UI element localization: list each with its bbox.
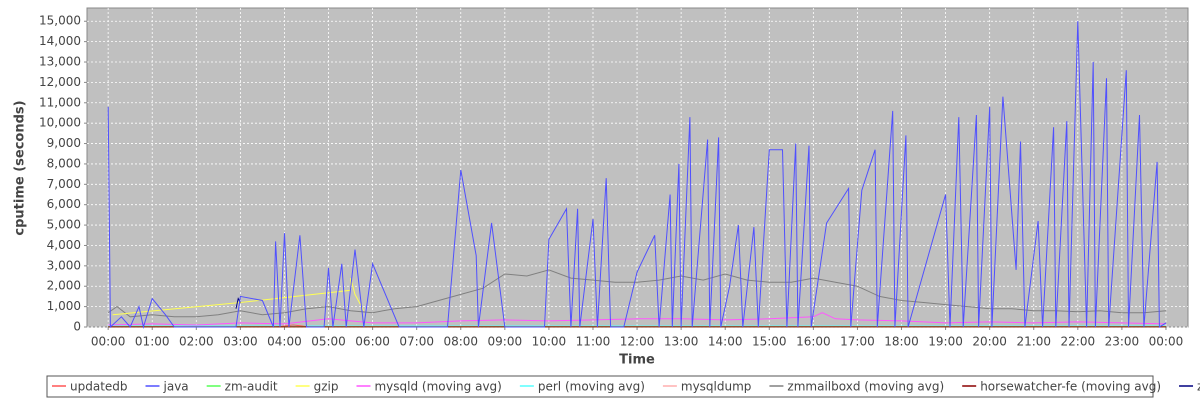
x-tick-label: 23:00: [1105, 335, 1140, 349]
x-tick-label: 17:00: [840, 335, 875, 349]
x-tick-label: 03:00: [223, 335, 258, 349]
y-tick-label: 6,000: [47, 197, 81, 211]
x-tick-label: 05:00: [311, 335, 346, 349]
y-tick-label: 5,000: [47, 218, 81, 232]
x-tick-label: 19:00: [928, 335, 963, 349]
y-tick-label: 2,000: [47, 279, 81, 293]
y-tick-label: 7,000: [47, 177, 81, 191]
y-tick-label: 14,000: [39, 34, 81, 48]
x-tick-label: 15:00: [752, 335, 787, 349]
y-tick-label: 9,000: [47, 136, 81, 150]
x-tick-label: 02:00: [179, 335, 214, 349]
x-tick-label: 21:00: [1016, 335, 1051, 349]
x-tick-label: 00:00: [1149, 335, 1184, 349]
y-tick-label: 12,000: [39, 75, 81, 89]
series-line: [107, 21, 1167, 329]
plot-area: [86, 7, 1189, 328]
series-line: [107, 269, 1167, 318]
x-tick-label: 10:00: [532, 335, 567, 349]
x-tick-label: 06:00: [355, 335, 390, 349]
y-tick-label: 3,000: [47, 258, 81, 272]
y-tick-label: 15,000: [39, 14, 81, 28]
x-tick-label: 12:00: [620, 335, 655, 349]
y-tick-label: 8,000: [47, 156, 81, 170]
y-axis-label: cputime (seconds): [13, 100, 28, 235]
legend-label: zm-audit: [225, 380, 278, 394]
y-tick-label: 10,000: [39, 116, 81, 130]
legend-label: updatedb: [70, 380, 128, 394]
x-tick-label: 09:00: [488, 335, 523, 349]
legend-label: zmcompresslogs: [1197, 380, 1200, 394]
legend-label: horsewatcher-fe (moving avg): [980, 380, 1161, 394]
x-tick-label: 13:00: [664, 335, 699, 349]
y-tick-label: 0: [73, 320, 81, 334]
x-tick-label: 01:00: [135, 335, 170, 349]
legend-label: java: [163, 380, 189, 394]
legend-label: mysqld (moving avg): [374, 380, 501, 394]
x-tick-label: 22:00: [1061, 335, 1096, 349]
x-tick-label: 11:00: [576, 335, 611, 349]
legend-label: gzip: [314, 380, 339, 394]
legend-label: mysqldump: [681, 380, 752, 394]
legend-box: [46, 375, 1154, 398]
x-tick-label: 18:00: [884, 335, 919, 349]
x-tick-label: 07:00: [399, 335, 434, 349]
x-tick-label: 08:00: [443, 335, 478, 349]
x-axis-label: Time: [619, 353, 655, 368]
x-tick-label: 20:00: [972, 335, 1007, 349]
x-tick-label: 04:00: [267, 335, 302, 349]
x-tick-label: 14:00: [708, 335, 743, 349]
y-tick-label: 4,000: [47, 238, 81, 252]
legend-label: zmmailboxd (moving avg): [787, 380, 944, 394]
y-tick-label: 1,000: [47, 299, 81, 313]
x-tick-label: 16:00: [796, 335, 831, 349]
legend-label: perl (moving avg): [538, 380, 645, 394]
y-tick-label: 13,000: [39, 55, 81, 69]
x-tick-label: 00:00: [91, 335, 126, 349]
y-tick-label: 11,000: [39, 95, 81, 109]
